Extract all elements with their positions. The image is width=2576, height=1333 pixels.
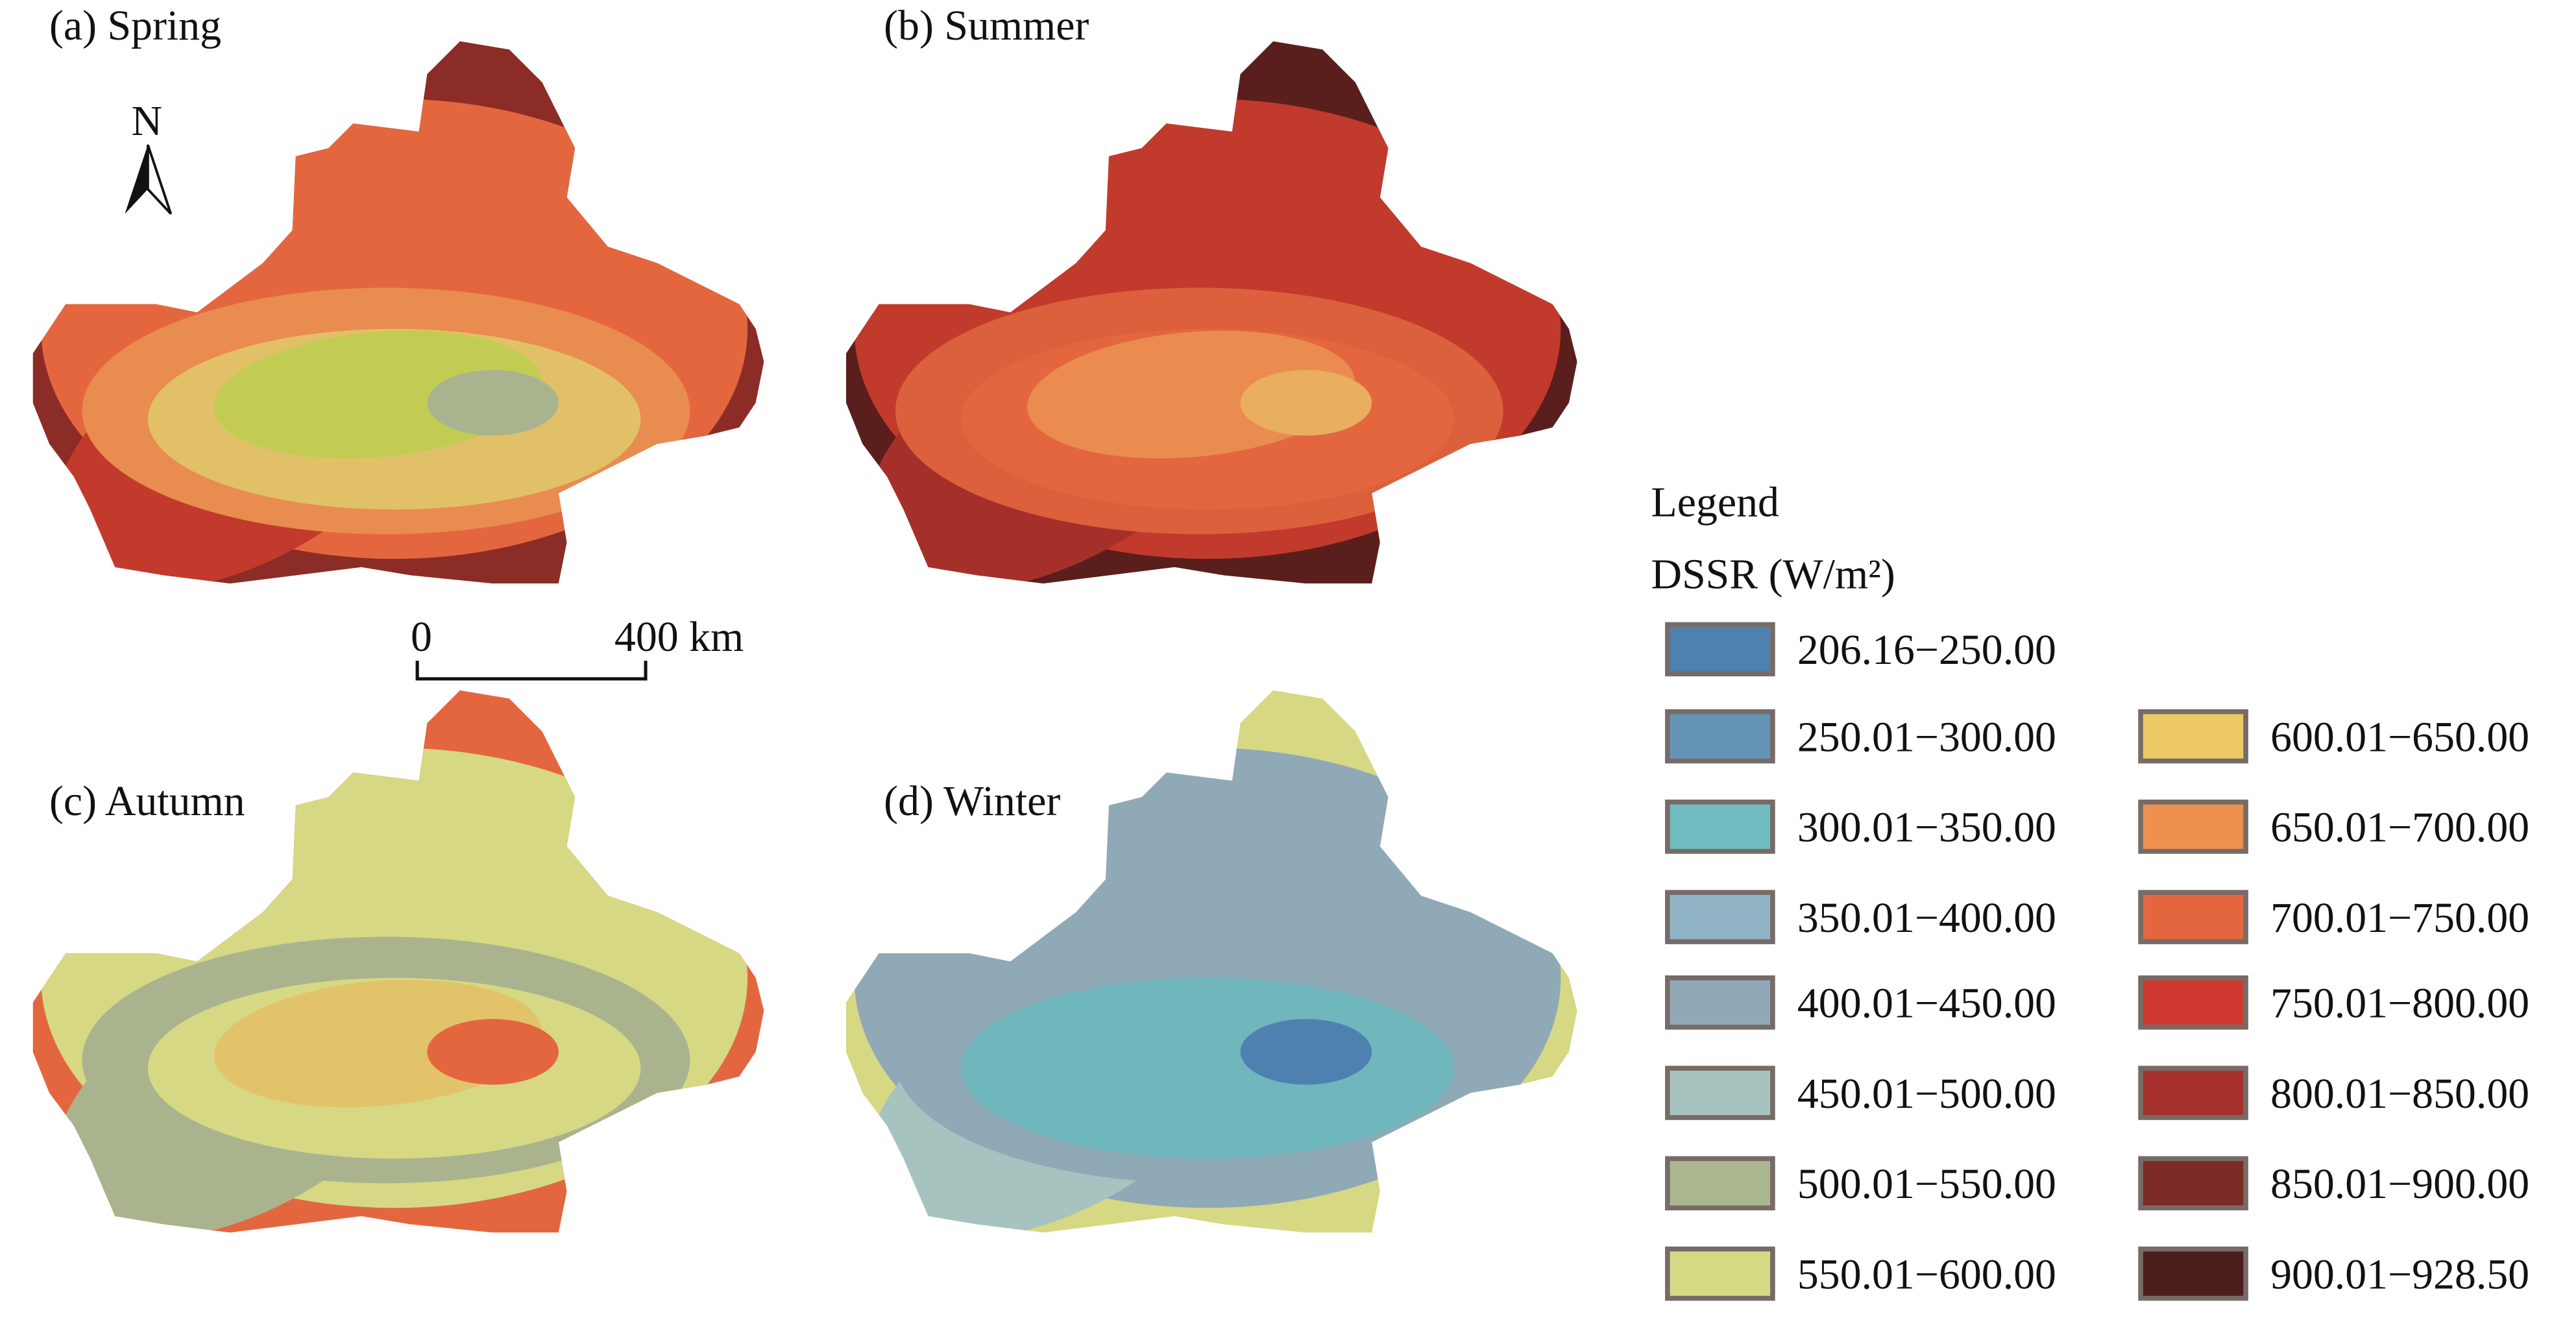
map-contour-zone [427,1019,559,1085]
legend-label: 600.01−650.00 [2270,713,2529,761]
legend-label: 800.01−850.00 [2270,1070,2529,1118]
panel-title: (c) Autumn [49,777,245,825]
legend-title: Legend [1651,478,1779,526]
legend-swatch [2138,1156,2248,1211]
map-panel: (a) Spring [32,2,764,584]
map-panel: (d) Winter [845,690,1577,1233]
dssr-map [845,690,1577,1233]
legend-item: 650.01−700.00 [2138,800,2529,854]
legend-item: 450.01−500.00 [1665,1066,2056,1120]
legend-subtitle: DSSR (W/m²) [1651,551,1895,598]
legend-item: 206.16−250.00 [1665,622,2056,677]
legend-item: 400.01−450.00 [1665,975,2056,1030]
scale-bar-line [415,661,648,681]
panel-title: (b) Summer [884,2,1089,49]
legend-swatch [2138,1246,2248,1301]
legend-item: 350.01−400.00 [1665,890,2056,944]
legend-label: 500.01−550.00 [1797,1160,2056,1208]
legend-swatch [1665,1066,1775,1120]
north-arrow-label: N [132,97,163,145]
legend-swatch [2138,1066,2248,1120]
legend-item: 700.01−750.00 [2138,890,2529,944]
legend-label: 650.01−700.00 [2270,804,2529,851]
dssr-map [32,41,764,584]
legend-swatch [1665,622,1775,677]
legend-swatch [2138,975,2248,1030]
legend-swatch [2138,709,2248,764]
legend: Legend DSSR (W/m²) 206.16−250.00 250.01−3… [1651,478,2529,1301]
scale-bar-start: 0 [411,613,432,661]
panel-title: (a) Spring [49,2,221,49]
legend-label: 300.01−350.00 [1797,804,2056,851]
legend-label: 750.01−800.00 [2270,980,2529,1027]
panel-title: (d) Winter [884,777,1060,825]
legend-item: 500.01−550.00 [1665,1156,2056,1211]
legend-label: 450.01−500.00 [1797,1070,2056,1118]
north-arrow-icon [125,145,148,214]
dssr-map [32,690,764,1233]
legend-swatch [1665,1156,1775,1211]
legend-item: 600.01−650.00 [2138,709,2529,764]
map-panel: (c) Autumn [32,690,764,1233]
legend-label: 206.16−250.00 [1797,626,2056,674]
legend-swatch [2138,890,2248,944]
legend-swatch [1665,890,1775,944]
legend-label: 700.01−750.00 [2270,894,2529,942]
legend-item: 750.01−800.00 [2138,975,2529,1030]
scale-bar: 0 400 km [411,613,744,681]
legend-item: 250.01−300.00 [1665,709,2056,764]
legend-swatch [1665,800,1775,854]
legend-label: 900.01−928.50 [2270,1251,2529,1298]
north-arrow-icon-right [146,144,173,215]
scale-bar-end: 400 km [614,613,744,661]
legend-label: 850.01−900.00 [2270,1160,2529,1208]
legend-label: 550.01−600.00 [1797,1251,2056,1298]
legend-label: 250.01−300.00 [1797,713,2056,761]
legend-label: 400.01−450.00 [1797,980,2056,1027]
map-panel: (b) Summer [845,2,1577,584]
legend-swatch [1665,1246,1775,1301]
legend-swatch [1665,709,1775,764]
legend-label: 350.01−400.00 [1797,894,2056,942]
legend-swatch [1665,975,1775,1030]
legend-item: 300.01−350.00 [1665,800,2056,854]
legend-item: 850.01−900.00 [2138,1156,2529,1211]
dssr-map [845,41,1577,584]
map-contour-zone [1240,369,1372,436]
legend-swatch [2138,800,2248,854]
legend-item: 900.01−928.50 [2138,1246,2529,1301]
legend-item: 800.01−850.00 [2138,1066,2529,1120]
map-contour-zone [1240,1019,1372,1085]
north-arrow: N [125,97,173,215]
map-contour-zone [427,369,559,436]
legend-item: 550.01−600.00 [1665,1246,2056,1301]
